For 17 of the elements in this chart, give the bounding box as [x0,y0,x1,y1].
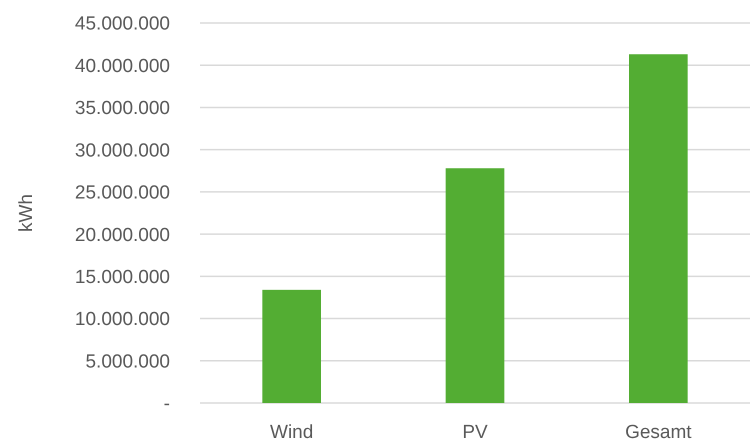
y-tick-label: - [164,394,170,415]
x-tick-label: Gesamt [625,422,692,443]
bar [262,290,321,403]
y-axis-title: kWh [16,194,37,232]
y-tick-label: 25.000.000 [74,182,170,204]
y-tick-label: 5.000.000 [85,351,170,372]
y-tick-label: 15.000.000 [74,266,170,288]
bar [446,168,504,403]
y-tick-label: 10.000.000 [74,309,170,330]
y-tick-label: 40.000.000 [74,56,170,77]
y-tick-label: 35.000.000 [74,98,170,120]
x-tick-label: Wind [270,422,314,443]
y-tick-label: 45.000.000 [74,14,170,35]
bar [629,54,688,403]
x-tick-label: PV [462,422,488,443]
y-tick-label: 30.000.000 [74,140,170,162]
y-tick-label: 20.000.000 [74,224,170,246]
